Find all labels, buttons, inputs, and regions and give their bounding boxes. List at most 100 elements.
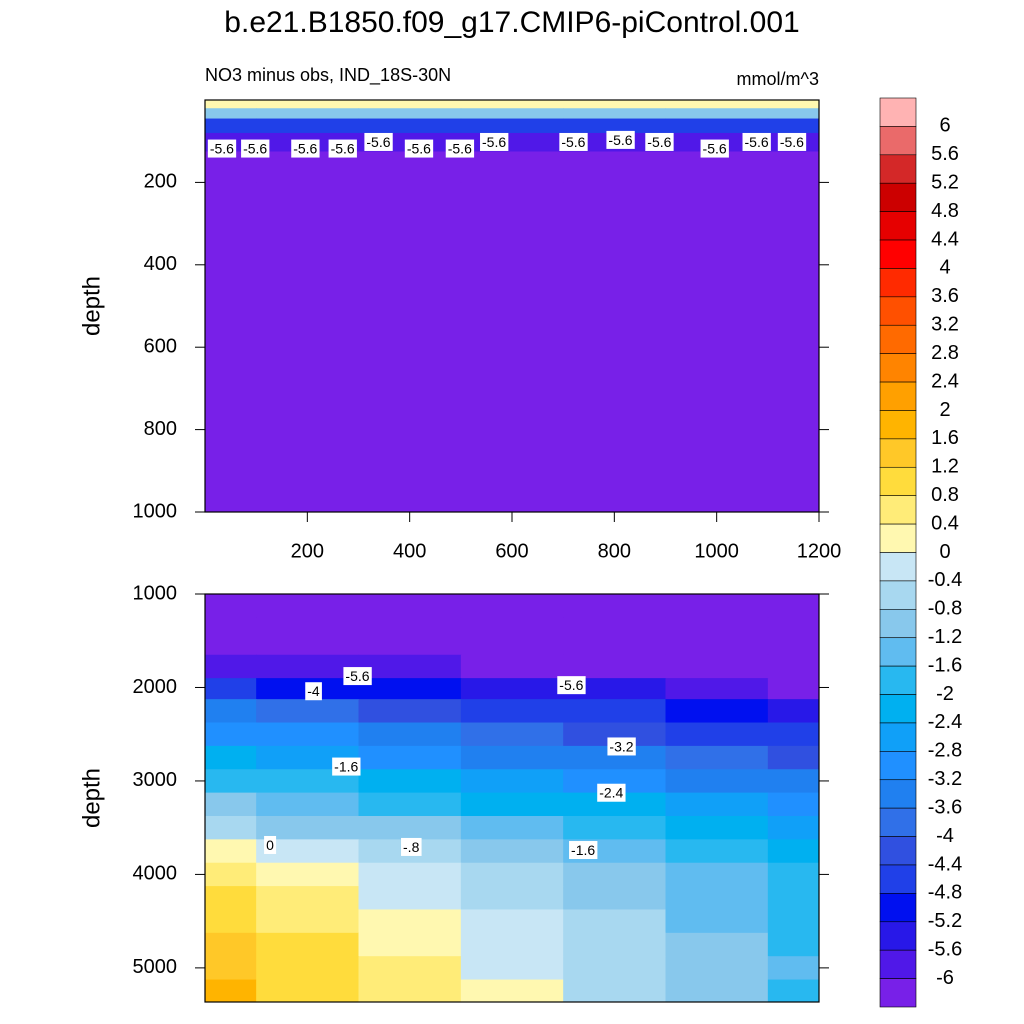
contour-label-bg — [332, 757, 361, 776]
contour-label: -5.6 — [606, 130, 635, 149]
contour-cell — [205, 769, 257, 794]
contour-cell — [665, 886, 769, 910]
contour-cell — [205, 909, 257, 934]
contour-label-text: -4 — [307, 683, 320, 699]
colorbar-label: 2 — [939, 399, 950, 421]
colorbar-label: -4.8 — [928, 882, 962, 904]
y-tick-label: 200 — [144, 171, 177, 193]
y-tick-label: 1000 — [133, 582, 178, 604]
colorbar-label: -0.8 — [928, 598, 962, 620]
colorbar-label: -4 — [936, 825, 954, 847]
contour-cell — [665, 182, 769, 255]
contour-cell — [256, 617, 359, 656]
colorbar-box — [879, 324, 917, 354]
contour-cell — [563, 956, 666, 981]
contour-label-bg — [401, 837, 422, 856]
colorbar-label: -2.4 — [928, 711, 962, 733]
contour-cell — [358, 678, 462, 700]
contour-cell — [460, 108, 564, 120]
colorbar-label: -3.2 — [928, 768, 962, 790]
contour-cell — [665, 792, 769, 817]
colorbar-label: 3.6 — [931, 285, 959, 307]
colorbar-box — [879, 807, 917, 837]
contour-cell — [460, 151, 564, 183]
contour-cell — [665, 617, 769, 656]
colorbar-label: -4.4 — [928, 853, 962, 875]
contour-cell — [563, 254, 666, 410]
contour-cell — [665, 594, 769, 618]
contour-label: -5.6 — [700, 139, 729, 158]
colorbar-box — [879, 296, 917, 326]
contour-cell — [460, 132, 564, 152]
contour-cell — [205, 699, 257, 724]
colorbar-box — [879, 523, 917, 553]
contour-cell — [460, 932, 564, 957]
contour-cell — [767, 956, 820, 981]
colorbar-box — [879, 239, 917, 269]
contour-cell — [767, 839, 820, 864]
contour-cell — [205, 745, 257, 770]
contour-cell — [563, 862, 666, 887]
contour-label-bg — [700, 139, 729, 158]
right-string: mmol/m^3 — [737, 69, 819, 89]
contour-label: -5.6 — [241, 139, 270, 158]
contour-cell — [460, 678, 564, 700]
contour-cell — [767, 932, 820, 957]
contour-cell — [205, 886, 257, 910]
contour-cell — [665, 699, 769, 724]
contour-label-bg — [291, 139, 320, 158]
contour-cell — [256, 956, 359, 981]
contour-cell — [563, 100, 666, 109]
contour-cell — [205, 594, 257, 618]
contour-cell — [563, 699, 666, 724]
contour-label: -5.6 — [404, 139, 434, 158]
contour-label-bg — [241, 139, 270, 158]
contour-cell — [563, 617, 666, 656]
contour-cell — [767, 151, 820, 183]
contour-cell — [665, 118, 769, 134]
colorbar-box — [879, 836, 917, 866]
contour-cell — [358, 769, 462, 794]
contour-cell — [256, 932, 359, 957]
contour-label-bg — [207, 139, 237, 158]
contour-label-text: -5.6 — [243, 141, 267, 157]
contour-label-bg — [645, 132, 674, 151]
colorbar-label: 5.2 — [931, 172, 959, 194]
colorbar-label: 4.4 — [931, 228, 959, 250]
contour-label: -5.6 — [291, 139, 320, 158]
colorbar-box — [879, 637, 917, 667]
contour-cell — [767, 792, 820, 817]
y-tick-label: 5000 — [133, 956, 178, 978]
contour-cell — [767, 108, 820, 120]
contour-cell — [563, 118, 666, 134]
colorbar-box — [879, 978, 917, 1008]
contour-cell — [767, 182, 820, 255]
contour-cell — [460, 956, 564, 981]
contour-cell — [358, 118, 462, 134]
colorbar-label: 1.2 — [931, 456, 959, 478]
contour-label: -5.6 — [645, 132, 674, 151]
colorbar-box — [879, 154, 917, 184]
contour-label: -5.6 — [328, 139, 357, 158]
contour-label: -5.6 — [364, 132, 393, 151]
colorbar-box — [879, 665, 917, 695]
contour-cell — [460, 699, 564, 724]
contour-cell — [256, 979, 359, 1003]
y-tick-label: 400 — [144, 253, 177, 275]
colorbar-label: 2.8 — [931, 342, 959, 364]
contour-cell — [205, 108, 257, 120]
contour-cell — [767, 617, 820, 656]
colorbar-label: 1.6 — [931, 427, 959, 449]
y-tick-label: 4000 — [133, 863, 178, 885]
contour-cell — [767, 594, 820, 618]
contour-cell — [460, 886, 564, 910]
y-tick-label: 2000 — [133, 676, 178, 698]
contour-cell — [358, 409, 462, 513]
contour-cell — [358, 182, 462, 255]
colorbar-box — [879, 694, 917, 724]
colorbar-label: -2.8 — [928, 740, 962, 762]
contour-cell — [563, 886, 666, 910]
contour-cell — [460, 745, 564, 770]
contour-cell — [665, 839, 769, 864]
colorbar-label: -2 — [936, 683, 954, 705]
